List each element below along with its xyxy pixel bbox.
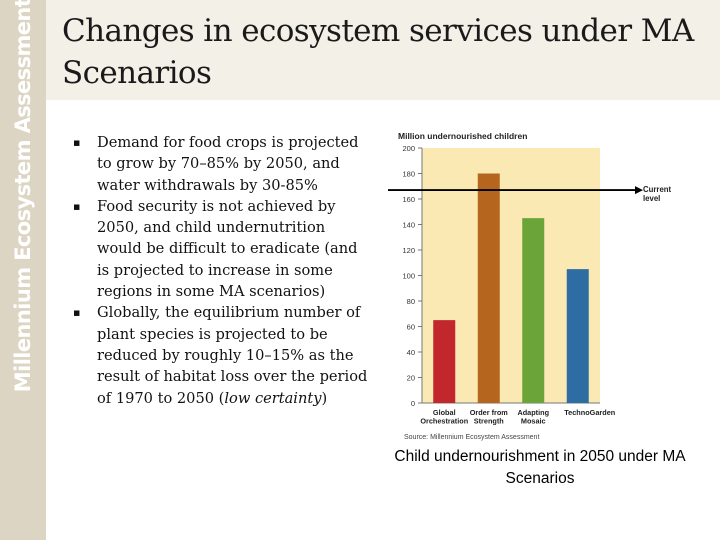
bar <box>566 269 589 403</box>
y-tick-label: 120 <box>402 246 415 255</box>
y-tick-label: 140 <box>402 221 415 230</box>
y-tick-label: 200 <box>402 144 415 153</box>
y-tick-label: 20 <box>407 374 415 383</box>
bullet-text: Globally, the equilibrium number of plan… <box>97 304 368 407</box>
title-bar <box>46 0 720 100</box>
current-level-arrowhead <box>635 186 643 195</box>
bullet-item: ▪ Globally, the equilibrium number of pla… <box>70 302 370 408</box>
chart: Million undernourished children 0 20 40 60 80… <box>380 128 700 448</box>
bullet-text: ) <box>321 389 328 407</box>
bar-chart-svg: Million undernourished children 0 20 40 60 80… <box>388 131 672 441</box>
bullet-text-italic: low certainty <box>224 389 322 407</box>
x-category-label: Orchestration <box>420 417 468 426</box>
sidebar-logo-text: Millennium Ecosystem Assessment <box>11 0 35 393</box>
x-category-label: Mosaic <box>521 417 546 426</box>
y-tick-label: 40 <box>407 348 415 357</box>
bullet-list: ▪ Demand for food crops is projected to g… <box>70 132 370 409</box>
chart-caption: Child undernourishment in 2050 under MA … <box>394 448 686 487</box>
bar <box>433 320 456 403</box>
y-tick-label: 60 <box>407 323 415 332</box>
y-tick-label: 160 <box>402 195 415 204</box>
bullet-marker-icon: ▪ <box>73 306 81 320</box>
bullet-item: ▪ Food security is not achieved by 2050, … <box>70 196 370 302</box>
slide-title: Changes in ecosystem services under MA S… <box>62 13 694 91</box>
x-category-label: Order from <box>470 408 509 417</box>
current-level-label: level <box>643 194 660 203</box>
current-level-label: Current <box>643 185 672 194</box>
bar <box>522 218 545 403</box>
x-category-label: TechnoGarden <box>564 408 615 417</box>
bullet-marker-icon: ▪ <box>73 136 81 149</box>
y-tick-label: 80 <box>407 297 415 306</box>
x-category-label: Strength <box>474 417 504 426</box>
chart-source: Source: Millennium Ecosystem Assessment <box>404 434 539 441</box>
x-category-label: Adapting <box>517 408 549 417</box>
y-tick-label: 0 <box>411 399 415 408</box>
bullet-marker-icon: ▪ <box>73 199 81 213</box>
sidebar: Millennium Ecosystem Assessment <box>0 0 46 540</box>
bar <box>477 173 500 403</box>
y-tick-label: 180 <box>402 170 415 179</box>
bullet-text: Demand for food crops is projected to gr… <box>97 134 359 194</box>
bullet-text: Food security is not achieved by 2050, a… <box>97 197 358 301</box>
bullet-item: ▪ Demand for food crops is projected to g… <box>70 132 370 196</box>
chart-title: Million undernourished children <box>398 131 527 141</box>
y-tick-label: 100 <box>402 272 415 281</box>
x-category-label: Global <box>433 408 456 417</box>
